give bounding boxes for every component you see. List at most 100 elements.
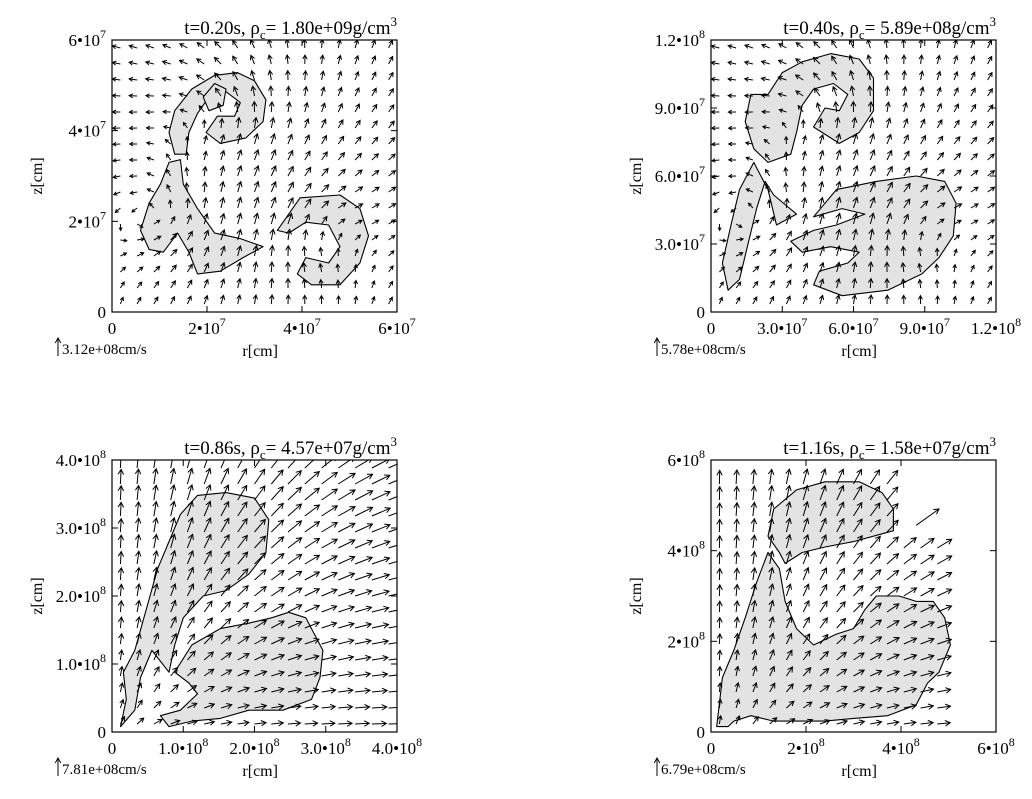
velocity-arrow: [179, 108, 188, 113]
velocity-arrow: [903, 719, 917, 727]
velocity-arrow: [802, 666, 812, 677]
velocity-arrow: [752, 250, 761, 257]
velocity-arrow: [818, 149, 825, 161]
velocity-arrow: [112, 109, 121, 115]
velocity-arrow: [165, 168, 172, 177]
velocity-arrow: [170, 649, 178, 661]
velocity-arrow: [145, 141, 154, 146]
velocity-arrow: [743, 76, 753, 82]
velocity-arrow: [170, 533, 177, 549]
velocity-arrow: [203, 566, 212, 581]
velocity-arrow: [953, 234, 961, 241]
velocity-arrow: [220, 719, 233, 726]
velocity-arrow: [371, 40, 377, 49]
velocity-arrow: [112, 93, 121, 99]
velocity-arrow: [152, 533, 159, 549]
velocity-arrow: [233, 85, 239, 97]
velocity-arrow: [987, 219, 996, 225]
velocity-arrow: [836, 668, 848, 677]
velocity-arrow: [900, 278, 907, 289]
velocity-arrow: [170, 295, 176, 305]
velocity-scale-arrow: [653, 756, 661, 776]
y-tick-label: 4•107: [69, 118, 106, 141]
velocity-arrow: [371, 87, 377, 97]
velocity-arrow: [170, 264, 177, 273]
velocity-arrow: [853, 551, 864, 565]
velocity-arrow: [786, 700, 795, 709]
velocity-arrow: [752, 235, 761, 241]
y-tick-label: 1.2•108: [655, 27, 705, 50]
x-tick-label: 2.0•108: [229, 735, 279, 758]
velocity-arrow: [170, 549, 177, 565]
velocity-arrow: [917, 278, 923, 289]
velocity-arrow: [134, 533, 142, 549]
velocity-arrow: [768, 566, 775, 581]
y-tick-label: 2.0•108: [56, 583, 106, 606]
panel-2: 0 3.0•107 6.0•107 9.0•107 1.2•108 0 3.0•107 6.0…: [628, 14, 1021, 360]
velocity-arrow: [900, 245, 907, 257]
velocity-arrow: [304, 213, 310, 225]
velocity-arrow: [254, 518, 266, 533]
velocity-arrow: [917, 294, 923, 305]
velocity-arrow: [850, 100, 857, 113]
velocity-arrow: [750, 534, 758, 549]
velocity-arrow: [128, 157, 138, 163]
velocity-arrow: [884, 69, 890, 81]
velocity-arrow: [800, 181, 807, 193]
velocity-arrow: [220, 534, 230, 549]
velocity-arrow: [152, 549, 159, 565]
velocity-arrow: [203, 668, 215, 677]
velocity-arrow: [970, 280, 975, 289]
velocity-arrow: [848, 40, 854, 49]
velocity-arrow: [970, 55, 976, 65]
velocity-arrow: [936, 168, 945, 177]
velocity-arrow: [711, 125, 720, 131]
velocity-arrow: [388, 544, 397, 549]
velocity-arrow: [835, 149, 842, 161]
velocity-arrow: [934, 247, 940, 257]
velocity-arrow: [236, 212, 243, 225]
velocity-arrow: [219, 180, 226, 193]
velocity-arrow: [338, 654, 355, 661]
velocity-arrow: [917, 246, 923, 257]
velocity-arrow: [717, 714, 723, 725]
velocity-arrow: [768, 533, 775, 549]
velocity-arrow: [953, 86, 959, 97]
y-axis-label: z[cm]: [29, 157, 46, 194]
x-axis-label: r[cm]: [242, 763, 278, 780]
velocity-arrow: [337, 151, 346, 161]
velocity-arrow: [153, 219, 161, 225]
velocity-arrow: [319, 54, 325, 65]
velocity-arrow: [970, 169, 979, 177]
velocity-arrow: [170, 632, 177, 645]
velocity-arrow: [884, 85, 891, 97]
velocity-arrow: [271, 637, 286, 645]
velocity-arrow: [371, 280, 376, 289]
velocity-arrow: [128, 141, 138, 147]
velocity-arrow: [152, 516, 159, 533]
velocity-arrow: [301, 245, 308, 257]
velocity-arrow: [883, 53, 890, 65]
velocity-arrow: [203, 294, 209, 305]
velocity-arrow: [318, 246, 324, 257]
velocity-arrow: [196, 90, 205, 97]
velocity-arrow: [136, 252, 145, 257]
velocity-arrow: [237, 501, 248, 517]
velocity-arrow: [867, 277, 874, 289]
velocity-arrow: [745, 172, 754, 177]
velocity-arrow: [203, 245, 210, 257]
velocity-arrow: [170, 683, 179, 693]
y-tick-label: 0: [98, 723, 107, 742]
velocity-arrow: [355, 720, 371, 727]
velocity-arrow: [161, 76, 171, 82]
velocity-arrow: [937, 202, 946, 209]
velocity-arrow: [388, 250, 395, 257]
velocity-arrow: [747, 202, 754, 209]
velocity-arrow: [319, 230, 325, 241]
velocity-arrow: [987, 234, 995, 241]
velocity-arrow: [750, 485, 757, 501]
velocity-arrow: [835, 196, 842, 209]
velocity-arrow: [884, 294, 890, 305]
velocity-arrow: [371, 186, 380, 193]
velocity-arrow: [915, 508, 940, 526]
